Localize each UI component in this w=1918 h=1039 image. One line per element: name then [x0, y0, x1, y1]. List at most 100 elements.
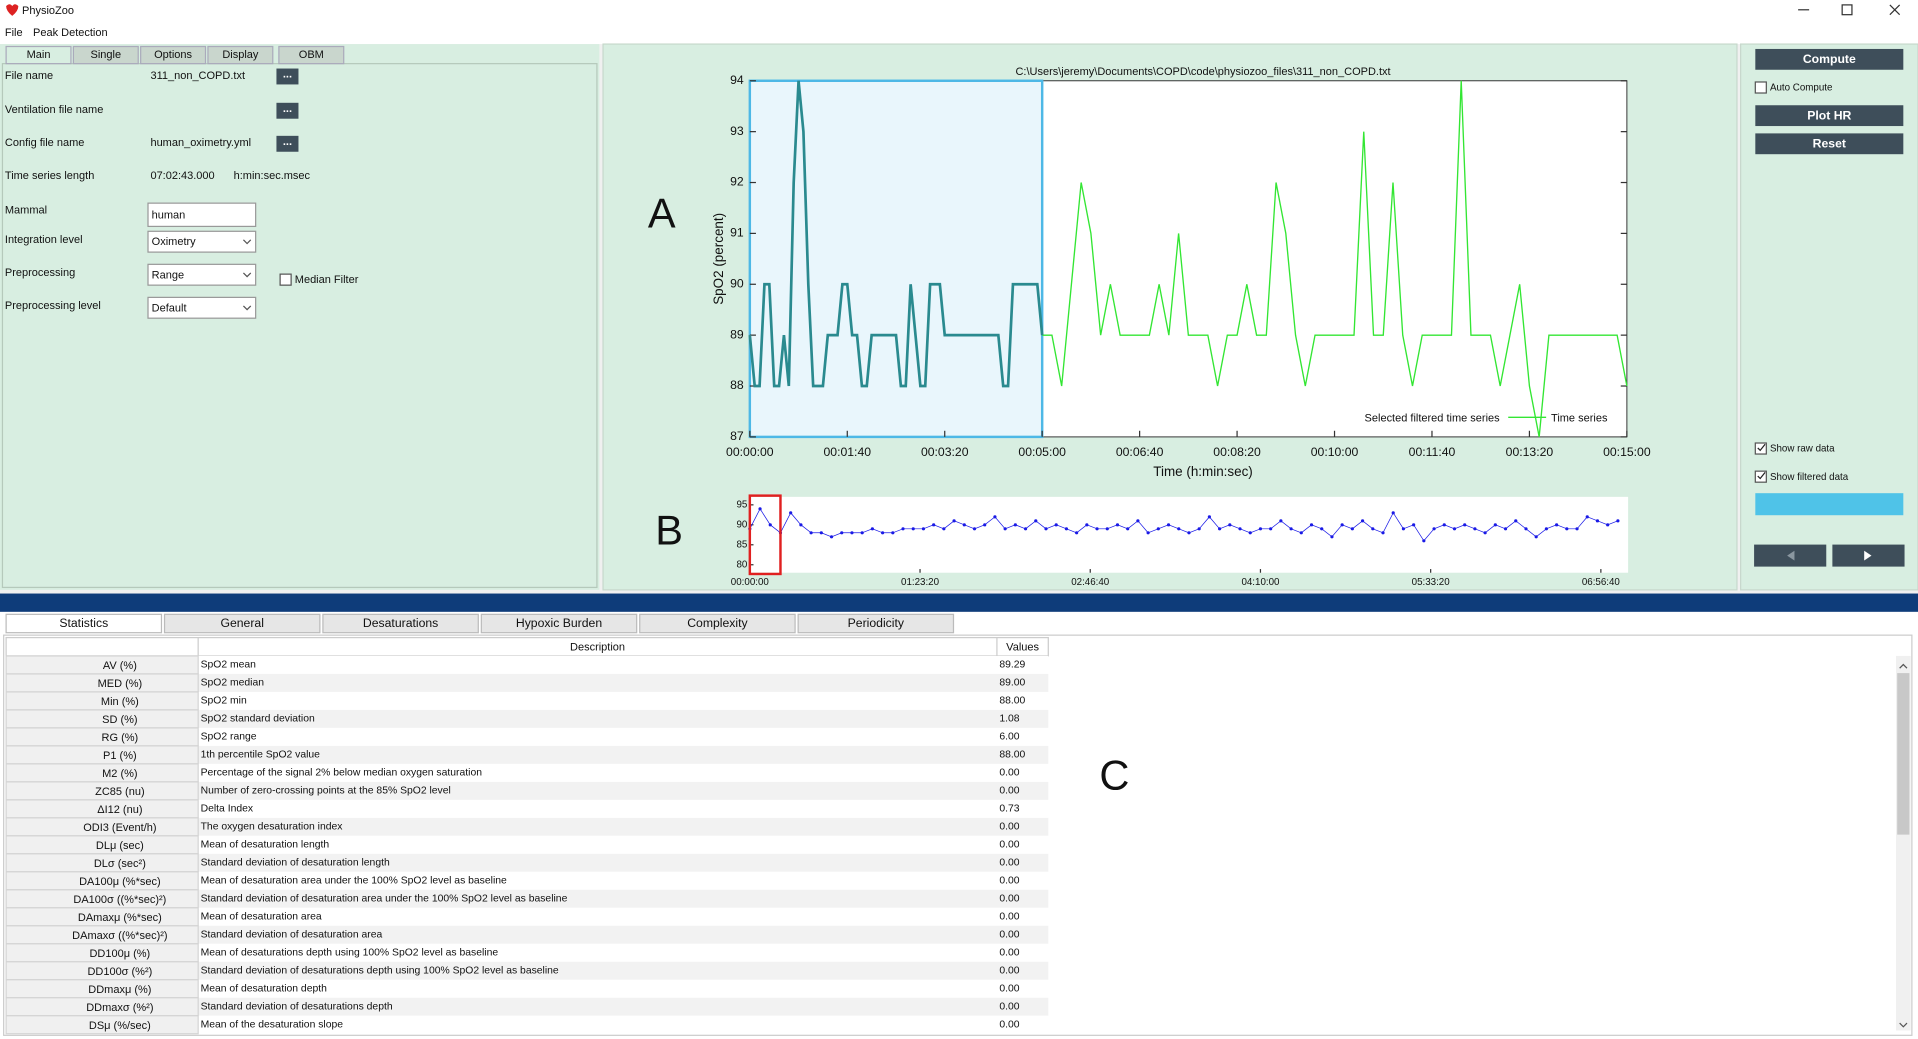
text-input[interactable]	[147, 202, 257, 228]
y-tick-label: 89	[730, 327, 744, 341]
overview-point	[1360, 519, 1365, 523]
overview-point	[1401, 527, 1406, 531]
overview-point	[1044, 527, 1048, 531]
legend-label: Time series	[1551, 412, 1608, 424]
overview-point	[1064, 527, 1069, 531]
field-label: Ventilation file name	[5, 104, 103, 116]
overview-point	[1003, 527, 1007, 531]
left-content	[1, 63, 598, 589]
button[interactable]	[1755, 133, 1904, 155]
overview-point	[1432, 527, 1436, 531]
dropdown[interactable]	[147, 230, 257, 253]
tab-label: Single	[91, 49, 122, 61]
y-tick-label: 94	[730, 73, 744, 87]
tab[interactable]	[278, 45, 345, 65]
row-bg	[198, 979, 1049, 998]
browse-button[interactable]	[276, 135, 299, 152]
restore[interactable]	[1841, 4, 1853, 16]
chart-title: C:\Users\jeremy\Documents\COPD\code\phys…	[1015, 66, 1390, 78]
browse-button[interactable]	[276, 102, 299, 119]
overview-point	[1238, 527, 1242, 531]
tab-label: General	[220, 616, 263, 630]
dropdown[interactable]	[147, 263, 257, 286]
field-label: Config file name	[5, 137, 84, 149]
overview-point	[768, 523, 772, 527]
button-label: Plot HR	[1807, 108, 1851, 122]
tab[interactable]	[480, 613, 638, 634]
tab-label: Main	[27, 49, 51, 61]
overview-point	[891, 531, 895, 535]
overview-point	[758, 507, 762, 511]
overview-point	[860, 531, 864, 535]
overview-point	[1595, 519, 1600, 523]
overview-plot-area	[749, 496, 1629, 573]
x-tick-label: 04:10:00	[1241, 577, 1280, 588]
field-label: Time series length	[5, 170, 94, 182]
x-tick-label: 05:33:20	[1412, 577, 1451, 588]
tab[interactable]	[140, 45, 207, 65]
row-value: 0.00	[999, 912, 1019, 923]
overview-point	[1197, 527, 1201, 531]
tab[interactable]	[5, 45, 72, 65]
selection-box[interactable]	[748, 79, 1044, 439]
row-description: SpO2 median	[201, 678, 265, 689]
x-tick-label: 00:00:00	[731, 577, 770, 588]
tab[interactable]	[163, 613, 321, 634]
overview-point	[1606, 523, 1610, 527]
tab-label: Desaturations	[363, 616, 438, 630]
button-label: Compute	[1803, 52, 1856, 66]
window-box[interactable]	[748, 494, 782, 576]
row-description: Standard deviation of desaturation lengt…	[201, 858, 390, 869]
scroll-arrows[interactable]	[1899, 663, 1908, 1028]
overview-point	[850, 531, 854, 535]
menu-item[interactable]: Peak Detection	[33, 27, 108, 39]
tab-label: Display	[222, 49, 259, 61]
checkbox[interactable]	[279, 273, 292, 286]
overview-point	[809, 531, 813, 535]
overview-point	[1565, 527, 1569, 531]
button[interactable]	[1755, 48, 1904, 70]
row-description: Standard deviation of desaturation area …	[201, 894, 568, 905]
input-value: human	[152, 209, 186, 221]
x-tick-label: 01:23:20	[901, 577, 940, 588]
overview-point	[1483, 531, 1487, 535]
overview-point	[1228, 523, 1232, 527]
row-name: DLσ (sec²)	[94, 858, 146, 870]
checkbox[interactable]	[1754, 470, 1767, 483]
row-name: DA100σ ((%*sec)²)	[73, 894, 166, 906]
checkbox[interactable]	[1754, 442, 1767, 455]
tab[interactable]	[72, 45, 139, 65]
button[interactable]	[1755, 105, 1904, 127]
overview-point	[1258, 527, 1263, 531]
tab[interactable]	[5, 613, 163, 634]
y-tick-label: 90	[730, 277, 744, 291]
tab[interactable]	[322, 613, 479, 634]
checkbox-label: Show filtered data	[1770, 472, 1849, 483]
overview-point	[1575, 527, 1579, 531]
series-line	[1042, 80, 1628, 438]
row-description: SpO2 mean	[201, 660, 257, 671]
menu-bar	[0, 22, 1918, 45]
overview-point	[1412, 523, 1416, 527]
close[interactable]	[1889, 4, 1901, 16]
checkbox[interactable]	[1754, 81, 1767, 94]
browse-button[interactable]	[276, 68, 299, 85]
scroll-thumb[interactable]	[1897, 673, 1910, 835]
dropdown[interactable]	[147, 296, 257, 319]
menu-item[interactable]: File	[5, 27, 23, 39]
row-value: 0.00	[999, 966, 1019, 977]
tab[interactable]	[639, 613, 796, 634]
y-tick-label: 93	[730, 124, 744, 138]
title-bar	[0, 0, 1918, 23]
annotation-letter: C	[1099, 751, 1129, 798]
tab[interactable]	[797, 613, 955, 634]
tab[interactable]	[207, 45, 274, 65]
check-mark	[1757, 472, 1766, 480]
row-value: 0.00	[999, 858, 1019, 869]
row-bg	[198, 943, 1049, 962]
main-plot-area	[749, 80, 1628, 438]
row-name: AV (%)	[103, 660, 137, 672]
row-value: 0.00	[999, 930, 1019, 941]
table-frame	[3, 634, 1913, 1036]
